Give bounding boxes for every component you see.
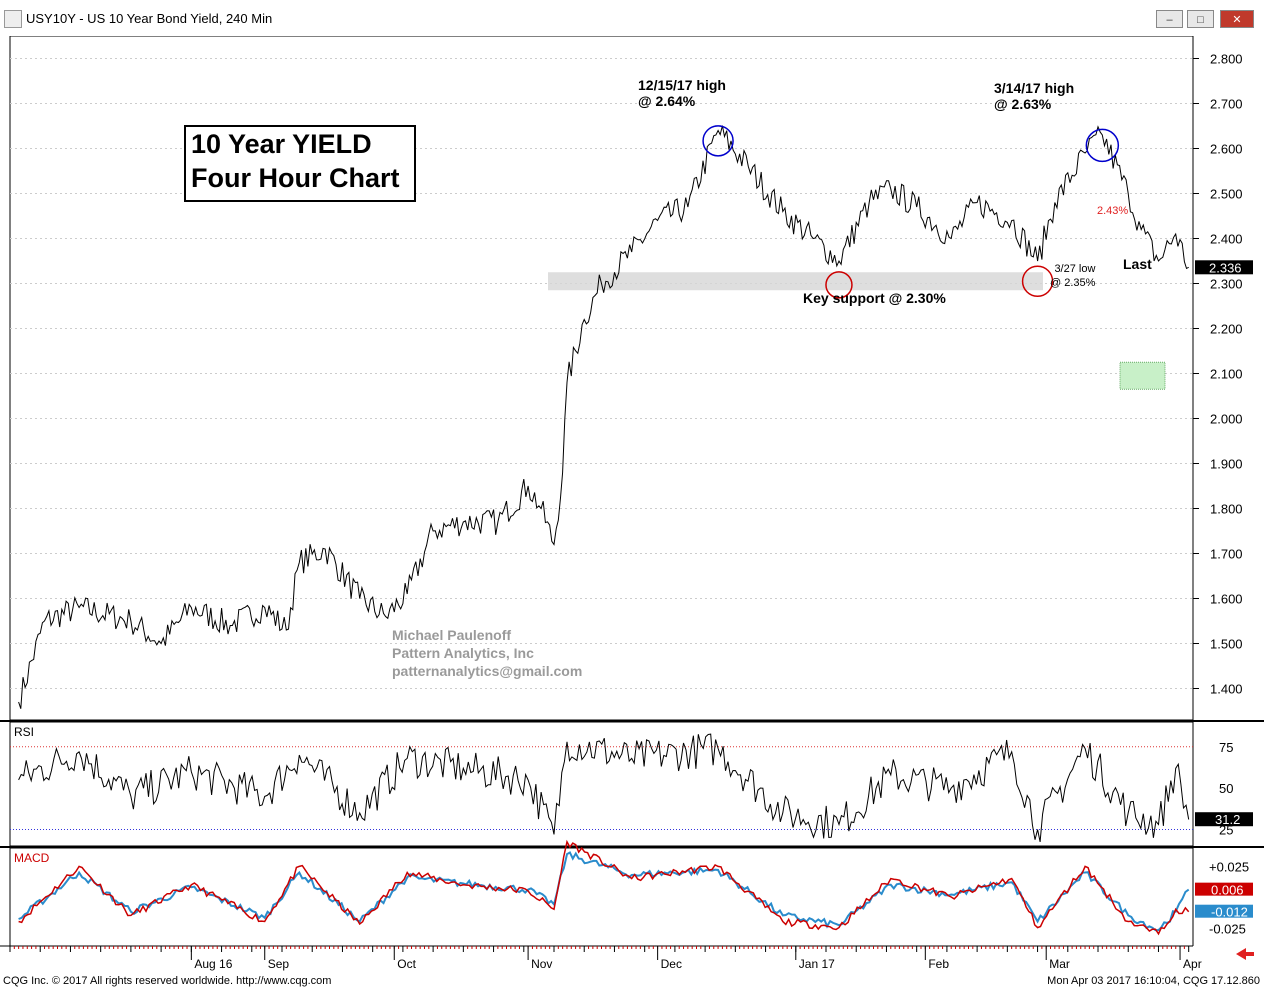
last-price-label: 2.336 xyxy=(1209,260,1242,275)
price-tick-label: 2.000 xyxy=(1210,412,1243,427)
info-line-1: 10 Year YIELD xyxy=(191,129,372,159)
watermark-line-3: patternanalytics@gmail.com xyxy=(392,663,583,679)
jan-low-circle xyxy=(825,271,853,299)
macd-tick-label: +0.025 xyxy=(1209,859,1249,874)
annotation-recent-high: 2.43% xyxy=(1097,205,1129,217)
info-line-2: Four Hour Chart xyxy=(191,163,400,193)
price-tick-label: 2.100 xyxy=(1210,367,1243,382)
feb-low-circle xyxy=(1021,265,1054,297)
dec-high-circle xyxy=(702,125,734,157)
price-tick-label: 1.600 xyxy=(1210,592,1243,607)
price-tick-label: 2.600 xyxy=(1210,142,1243,157)
rsi-last-label: 31.2 xyxy=(1215,812,1240,827)
restore-button[interactable]: □ xyxy=(1187,10,1214,28)
annotation-dec-high-2: @ 2.64% xyxy=(638,93,696,109)
rsi-panel xyxy=(9,721,1194,847)
annotation-mar-high-2: @ 2.63% xyxy=(994,96,1052,112)
rsi-tick-label: 50 xyxy=(1219,781,1233,796)
title-bar: USY10Y - US 10 Year Bond Yield, 240 Min … xyxy=(0,0,1264,37)
price-tick-label: 2.400 xyxy=(1210,232,1243,247)
status-bar: CQG Inc. © 2017 All rights reserved worl… xyxy=(0,974,1264,990)
signal-last-badge xyxy=(1195,904,1253,918)
signal-last-label: -0.012 xyxy=(1211,905,1248,920)
price-tick-label: 2.300 xyxy=(1210,277,1243,292)
watermark: Michael Paulenoff Pattern Analytics, Inc… xyxy=(392,626,582,680)
annotation-low-2: @ 2.35% xyxy=(1050,277,1096,289)
x-axis-tick-label: Dec xyxy=(661,957,682,971)
macd-last-badge xyxy=(1195,882,1253,896)
price-tick-label: 1.900 xyxy=(1210,457,1243,472)
rsi-tick-label: 75 xyxy=(1219,740,1233,755)
scroll-right-arrow-icon xyxy=(1236,948,1254,960)
x-axis-tick-label: Sep xyxy=(268,957,290,971)
annotation-low: 3/27 low @ 2.35% xyxy=(1050,262,1095,290)
annotation-dec-high-1: 12/15/17 high xyxy=(638,77,726,93)
price-tick-label: 1.500 xyxy=(1210,637,1243,652)
annotation-last: Last xyxy=(1123,256,1152,272)
target-box xyxy=(1119,361,1166,390)
minimize-button[interactable]: – xyxy=(1156,10,1183,28)
x-axis-band xyxy=(0,946,1264,974)
x-axis-tick-label: Jan 17 xyxy=(799,957,835,971)
x-axis-tick-label: Nov xyxy=(531,957,552,971)
price-tick-label: 1.700 xyxy=(1210,547,1243,562)
macd-tick-label: -0.025 xyxy=(1209,922,1246,937)
price-series-line xyxy=(18,125,1189,709)
watermark-line-1: Michael Paulenoff xyxy=(392,627,512,643)
support-zone xyxy=(548,272,1043,291)
chart-info-box: 10 Year YIELD Four Hour Chart xyxy=(184,125,416,202)
chart-area[interactable]: 1.400 1.500 1.600 1.700 1.800 1.900 2.000 2.100… xyxy=(0,35,1264,974)
macd-last-label: 0.006 xyxy=(1211,883,1244,898)
rsi-last-badge xyxy=(1195,812,1253,827)
annotation-mar-high-1: 3/14/17 high xyxy=(994,80,1075,96)
annotation-mar-high: 3/14/17 high @ 2.63% xyxy=(994,80,1074,112)
annotation-low-1: 3/27 low xyxy=(1054,263,1096,275)
status-copyright: CQG Inc. © 2017 All rights reserved worl… xyxy=(3,975,332,987)
price-tick-label: 2.800 xyxy=(1210,52,1243,67)
price-tick-label: 2.200 xyxy=(1210,322,1243,337)
price-tick-label: 1.400 xyxy=(1210,682,1243,697)
close-button[interactable]: ✕ xyxy=(1220,10,1254,28)
watermark-line-2: Pattern Analytics, Inc xyxy=(392,645,534,661)
rsi-tick-label: 25 xyxy=(1219,822,1233,837)
status-timestamp: Mon Apr 03 2017 16:10:04, CQG 17.12.860 xyxy=(1047,975,1260,987)
rsi-label: RSI xyxy=(14,725,34,739)
rsi-series-line xyxy=(18,733,1190,842)
price-tick-label: 2.700 xyxy=(1210,97,1243,112)
x-axis-tick-label: Feb xyxy=(928,957,949,971)
last-price-badge xyxy=(1195,260,1253,275)
price-tick-label: 2.500 xyxy=(1210,187,1243,202)
macd-series-line xyxy=(18,839,1190,936)
mar-high-circle xyxy=(1085,128,1120,163)
app-icon xyxy=(4,10,22,28)
price-tick-label: 1.800 xyxy=(1210,502,1243,517)
x-axis-tick-label: Oct xyxy=(397,957,416,971)
window-title: USY10Y - US 10 Year Bond Yield, 240 Min xyxy=(26,11,273,26)
macd-label: MACD xyxy=(14,851,50,865)
x-axis-tick-label: Aug 16 xyxy=(194,957,232,971)
x-axis-tick-label: Mar xyxy=(1049,957,1070,971)
annotation-dec-high: 12/15/17 high @ 2.64% xyxy=(638,77,726,109)
annotation-support: Key support @ 2.30% xyxy=(803,290,946,306)
x-axis-tick-label: Apr xyxy=(1183,957,1202,971)
